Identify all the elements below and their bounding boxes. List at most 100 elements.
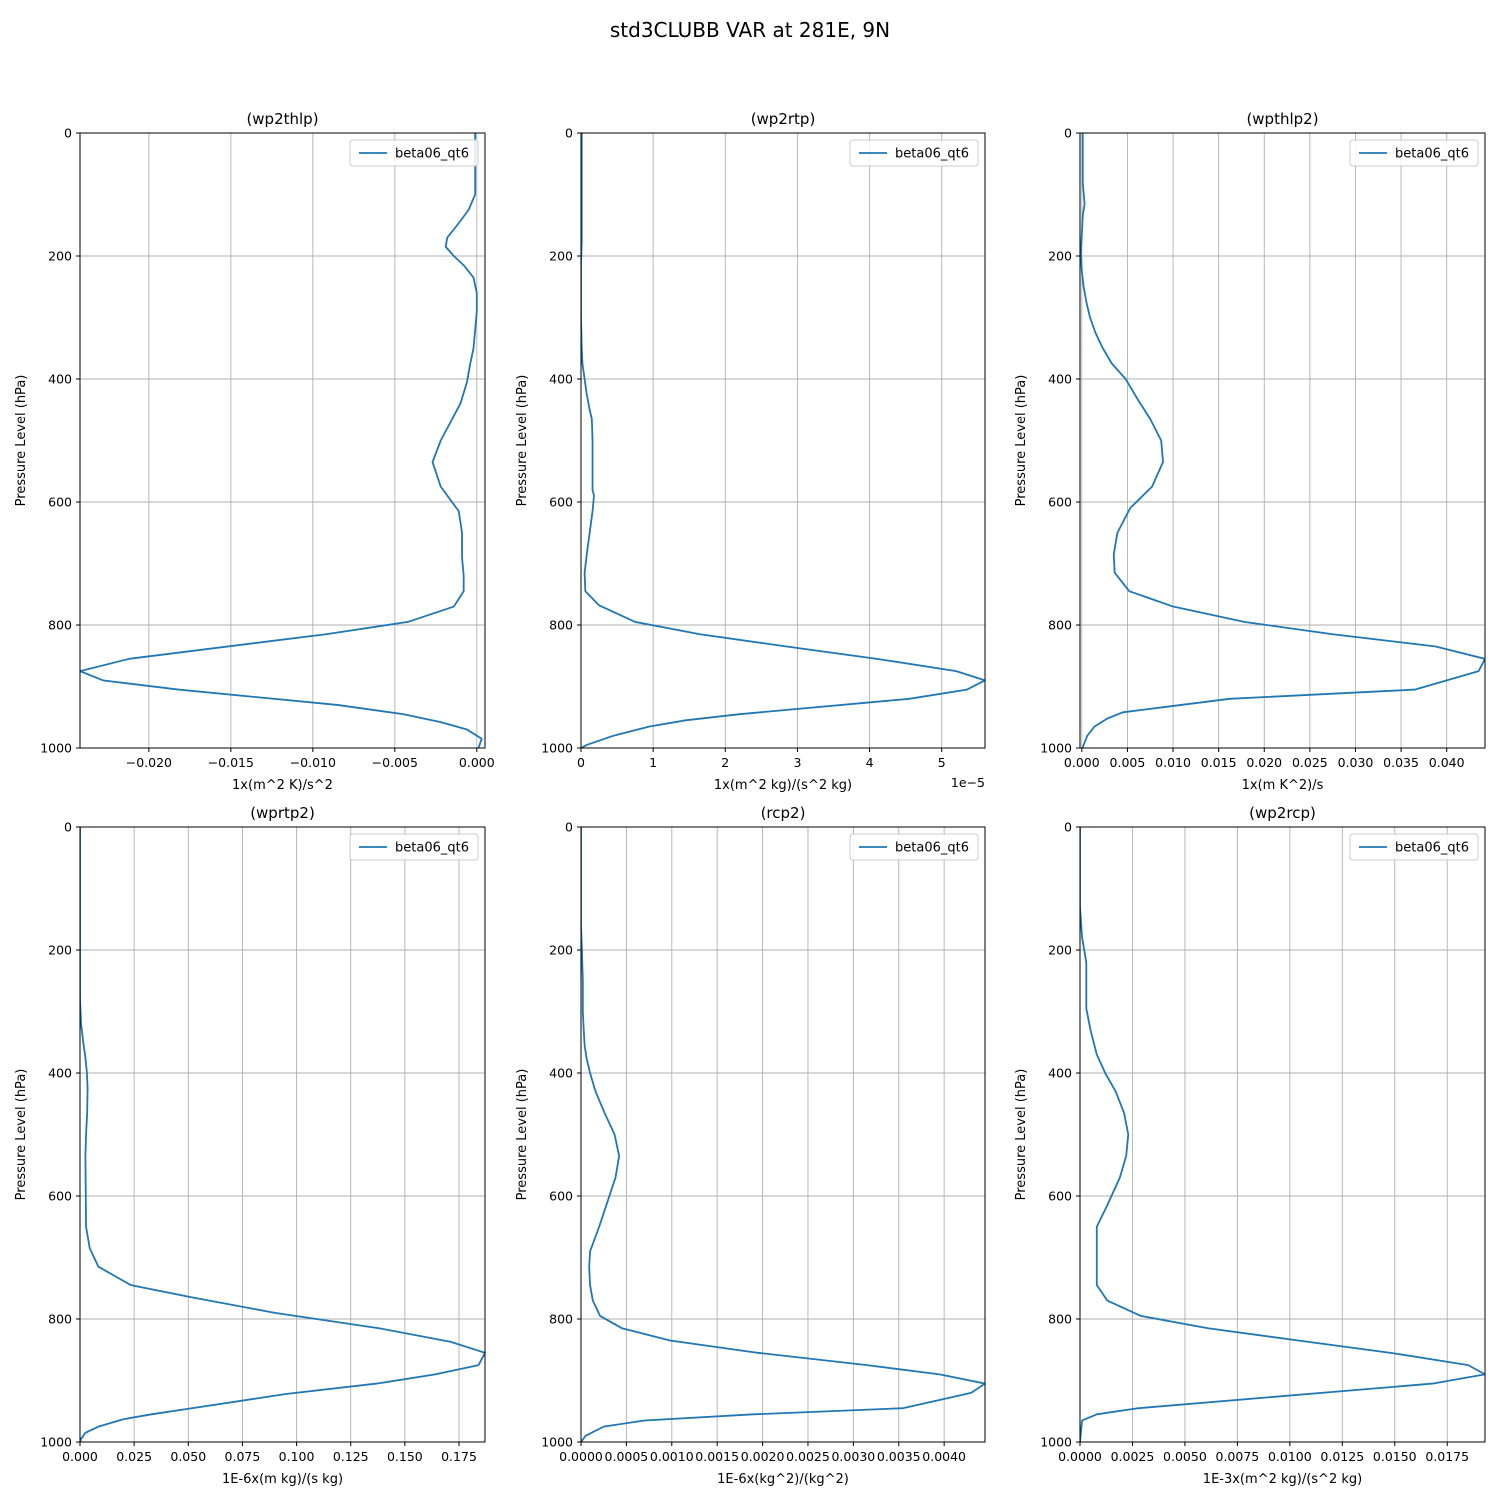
y-tick-label: 200 [1048, 943, 1072, 958]
panel-title: (wprtp2) [250, 804, 315, 822]
x-tick-label: 0 [577, 755, 585, 770]
x-tick-label: 0.0000 [1058, 1449, 1102, 1464]
y-tick-label: 600 [48, 495, 72, 510]
series-line-1 [1080, 827, 1485, 1442]
axes-frame [580, 826, 986, 1443]
series-line-1 [1080, 133, 1485, 748]
x-tick-label: 0.075 [225, 1449, 261, 1464]
y-tick-label: 1000 [40, 1435, 72, 1450]
y-tick-label: 200 [549, 943, 573, 958]
y-tick-label: 800 [1048, 618, 1072, 633]
panel-4: 0.000 0.025 0.050 0.075 0.100 0.125 0.150 0.175… [14, 804, 486, 1487]
x-tick-label: 0.0175 [1425, 1449, 1469, 1464]
x-tick-label: 0.050 [170, 1449, 206, 1464]
legend-label: beta06_qt6 [895, 147, 969, 162]
x-tick-label: 0.000 [62, 1449, 98, 1464]
x-tick-label: 0.000 [459, 755, 495, 770]
x-axis-label: 1E-3x(m^2 kg)/(s^2 kg) [1203, 1472, 1362, 1487]
y-tick-label: 600 [1048, 1189, 1072, 1204]
panel-1: −0.020 −0.015 −0.010 −0.005 0.000 0 200 400 600 8… [14, 110, 495, 793]
y-tick-label: 800 [1048, 1312, 1072, 1327]
series-line-1 [581, 827, 985, 1442]
x-tick-label: 0.0030 [831, 1449, 875, 1464]
y-tick-label: 400 [549, 372, 573, 387]
axes-frame [79, 826, 486, 1443]
legend-label: beta06_qt6 [1395, 841, 1469, 856]
x-axis-label: 1E-6x(kg^2)/(kg^2) [717, 1472, 849, 1487]
x-tick-label: −0.010 [290, 755, 336, 770]
x-tick-label: 2 [721, 755, 729, 770]
x-tick-label: 0.0010 [650, 1449, 694, 1464]
legend-box [1349, 833, 1479, 861]
y-tick-label: 1000 [541, 1435, 573, 1450]
y-tick-label: 400 [48, 372, 72, 387]
x-axis-label: 1E-6x(m kg)/(s kg) [222, 1472, 343, 1487]
x-tick-label: −0.020 [126, 755, 172, 770]
x-tick-label: 0.0000 [559, 1449, 603, 1464]
x-tick-label: 5 [938, 755, 946, 770]
x-tick-label: 0.000 [1064, 755, 1100, 770]
x-tick-label: 0.125 [333, 1449, 369, 1464]
x-tick-label: 0.010 [1155, 755, 1191, 770]
y-axis-label: Pressure Level (hPa) [1014, 375, 1029, 507]
y-tick-label: 600 [48, 1189, 72, 1204]
y-axis-label: Pressure Level (hPa) [515, 1069, 530, 1201]
axes-frame [1079, 132, 1486, 749]
y-tick-label: 0 [565, 820, 573, 835]
y-tick-label: 1000 [541, 741, 573, 756]
axes-frame [580, 132, 986, 749]
x-tick-label: 0.0075 [1216, 1449, 1260, 1464]
y-tick-label: 400 [1048, 372, 1072, 387]
y-axis-label: Pressure Level (hPa) [1014, 1069, 1029, 1201]
y-tick-label: 200 [48, 943, 72, 958]
legend-box [849, 139, 979, 167]
legend-label: beta06_qt6 [395, 841, 469, 856]
x-tick-label: 0.150 [387, 1449, 423, 1464]
x-tick-label: 0.015 [1201, 755, 1237, 770]
series-line-1 [80, 133, 483, 748]
y-axis-label: Pressure Level (hPa) [515, 375, 530, 507]
y-tick-label: 400 [48, 1066, 72, 1081]
legend-label: beta06_qt6 [395, 147, 469, 162]
y-tick-label: 1000 [1040, 741, 1072, 756]
x-tick-label: 0.0020 [741, 1449, 785, 1464]
y-tick-label: 600 [1048, 495, 1072, 510]
y-tick-label: 600 [549, 1189, 573, 1204]
y-tick-label: 0 [64, 126, 72, 141]
x-tick-label: 0.0015 [695, 1449, 739, 1464]
panel-2: 0 1 2 3 4 5 0 200 400 600 800 1000 (wp2rtp) 1x(m^2 kg… [515, 110, 986, 793]
axes-frame [79, 132, 486, 749]
panels-container: −0.020 −0.015 −0.010 −0.005 0.00002004006008… [14, 110, 1486, 1487]
x-offset-text: 1e−5 [951, 775, 985, 790]
x-tick-label: −0.005 [372, 755, 418, 770]
legend-box [1349, 139, 1479, 167]
panel-title: (wp2thlp) [246, 110, 318, 128]
x-tick-label: 0.175 [441, 1449, 477, 1464]
x-tick-label: 0.035 [1383, 755, 1419, 770]
series-line-1 [581, 133, 985, 748]
axes-frame [1079, 826, 1486, 1443]
x-tick-label: −0.015 [208, 755, 254, 770]
x-tick-label: 4 [866, 755, 874, 770]
x-tick-label: 0.025 [1292, 755, 1328, 770]
legend-label: beta06_qt6 [1395, 147, 1469, 162]
y-tick-label: 600 [549, 495, 573, 510]
y-axis-label: Pressure Level (hPa) [14, 375, 29, 507]
x-tick-label: 0.100 [279, 1449, 315, 1464]
y-axis-label: Pressure Level (hPa) [14, 1069, 29, 1201]
x-tick-label: 0.030 [1338, 755, 1374, 770]
legend-box [349, 139, 479, 167]
x-axis-label: 1x(m^2 kg)/(s^2 kg) [714, 778, 852, 793]
y-tick-label: 400 [1048, 1066, 1072, 1081]
y-tick-label: 1000 [40, 741, 72, 756]
x-tick-label: 0.0025 [786, 1449, 830, 1464]
y-tick-label: 400 [549, 1066, 573, 1081]
x-axis-label: 1x(m^2 K)/s^2 [232, 778, 333, 793]
x-tick-label: 0.005 [1110, 755, 1146, 770]
y-tick-label: 0 [1064, 820, 1072, 835]
y-tick-label: 0 [64, 820, 72, 835]
figure-suptitle: std3CLUBB VAR at 281E, 9N [610, 18, 890, 42]
y-tick-label: 200 [1048, 249, 1072, 264]
